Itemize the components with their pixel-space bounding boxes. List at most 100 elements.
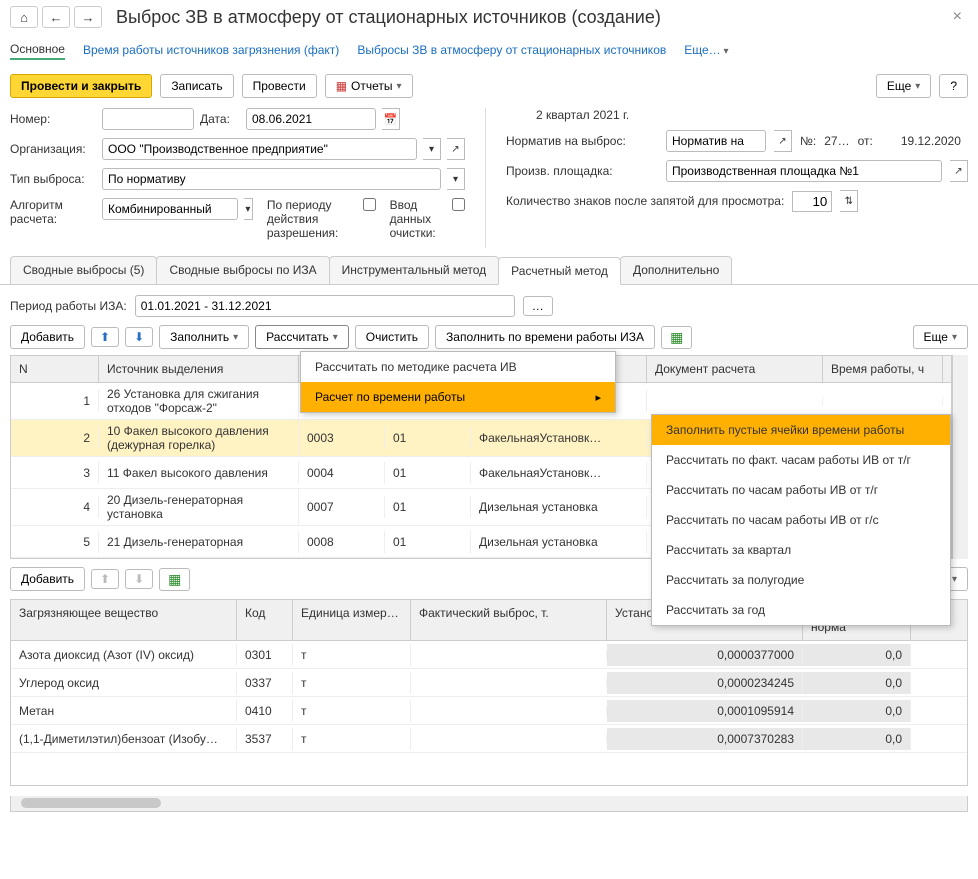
tab-additional[interactable]: Дополнительно xyxy=(620,256,732,284)
grid2-settings-button[interactable]: ▦ xyxy=(159,568,190,591)
fill-time-button[interactable]: Заполнить по времени работы ИЗА xyxy=(435,325,655,349)
norm-from: 19.12.2020 xyxy=(901,134,961,148)
period-picker-button[interactable]: … xyxy=(523,296,553,316)
tab-summary[interactable]: Сводные выбросы (5) xyxy=(10,256,157,284)
cell-src: 11 Факел высокого давления xyxy=(99,462,299,484)
table-row[interactable]: Углерод оксид0337т0,00002342450,0 xyxy=(11,669,967,697)
save-button[interactable]: Записать xyxy=(160,74,233,98)
tab-calc[interactable]: Расчетный метод xyxy=(498,257,621,285)
move-down-button[interactable]: ⬇ xyxy=(125,327,153,347)
g2h-unit[interactable]: Единица измер… xyxy=(293,600,411,640)
cell-code2: 01 xyxy=(385,462,471,484)
sub-by-fact-tg[interactable]: Рассчитать по факт. часам работы ИВ от т… xyxy=(652,445,950,475)
period-checkbox[interactable] xyxy=(363,198,376,211)
norm-input[interactable] xyxy=(666,130,766,152)
period-label: Период работы ИЗА: xyxy=(10,299,127,313)
gh-time[interactable]: Время работы, ч xyxy=(823,356,943,382)
cell-pdv: 0,0000377000 xyxy=(607,644,803,666)
cell-n: 3 xyxy=(11,462,99,484)
post-button[interactable]: Провести xyxy=(242,74,317,98)
subtab-work-time[interactable]: Время работы источников загрязнения (фак… xyxy=(83,41,339,59)
type-dropdown-icon[interactable]: ▾ xyxy=(447,168,465,190)
close-button[interactable]: × xyxy=(947,8,968,26)
quarter-text: 2 квартал 2021 г. xyxy=(536,108,629,122)
norm-open-icon[interactable]: ↗ xyxy=(774,130,792,152)
site-open-icon[interactable]: ↗ xyxy=(950,160,968,182)
table-row[interactable]: Азота диоксид (Азот (IV) оксид)0301т0,00… xyxy=(11,641,967,669)
post-close-button[interactable]: Провести и закрыть xyxy=(10,74,152,98)
sub-fill-empty[interactable]: Заполнить пустые ячейки времени работы xyxy=(652,415,950,445)
grid-more-button[interactable]: Еще xyxy=(913,325,968,349)
more-button[interactable]: Еще xyxy=(876,74,931,98)
dd-by-method[interactable]: Рассчитать по методике расчета ИВ xyxy=(301,352,615,382)
dd-by-time[interactable]: Расчет по времени работы xyxy=(301,382,615,412)
sub-by-quarter[interactable]: Рассчитать за квартал xyxy=(652,535,950,565)
cell-doc: Дизельная установка xyxy=(471,496,647,518)
cell-fact xyxy=(411,707,607,715)
gh-docr[interactable]: Документ расчета xyxy=(647,356,823,382)
back-button[interactable]: ← xyxy=(42,6,70,28)
cell-unit: т xyxy=(293,728,411,750)
grid-scrollbar[interactable] xyxy=(952,355,968,559)
reports-button[interactable]: ▦ Отчеты xyxy=(325,74,413,98)
forward-button[interactable]: → xyxy=(74,6,102,28)
site-input[interactable] xyxy=(666,160,942,182)
decimals-input[interactable] xyxy=(792,191,832,212)
cell-n: 1 xyxy=(11,390,99,412)
org-dropdown-icon[interactable]: ▾ xyxy=(423,138,441,160)
algo-dropdown-icon[interactable]: ▾ xyxy=(244,198,253,220)
table-row[interactable]: Метан0410т0,00010959140,0 xyxy=(11,697,967,725)
sub-by-hours-tg[interactable]: Рассчитать по часам работы ИВ от т/г xyxy=(652,475,950,505)
help-button[interactable]: ? xyxy=(939,74,968,98)
decimals-label: Количество знаков после запятой для прос… xyxy=(506,194,784,208)
page-title: Выброс ЗВ в атмосферу от стационарных ис… xyxy=(116,7,947,28)
algo-label: Алгоритм расчета: xyxy=(10,198,96,226)
home-button[interactable]: ⌂ xyxy=(10,6,38,28)
norm-no-label: №: xyxy=(800,134,816,148)
org-label: Организация: xyxy=(10,142,96,156)
manual-checkbox[interactable] xyxy=(452,198,465,211)
cell-n: 4 xyxy=(11,496,99,518)
gh-n[interactable]: N xyxy=(11,356,99,382)
number-input[interactable] xyxy=(102,108,194,130)
calculate-button[interactable]: Рассчитать xyxy=(255,325,349,349)
move-up-button[interactable]: ⬆ xyxy=(91,327,119,347)
move-down2-button[interactable]: ⬇ xyxy=(125,569,153,589)
norm-from-label: от: xyxy=(858,134,873,148)
decimals-spinner-icon[interactable]: ⇅ xyxy=(840,190,858,212)
type-input[interactable] xyxy=(102,168,441,190)
add-button[interactable]: Добавить xyxy=(10,325,85,349)
date-input[interactable] xyxy=(246,108,376,130)
add2-button[interactable]: Добавить xyxy=(10,567,85,591)
period-cb-label: По периоду действия разрешения: xyxy=(267,198,357,240)
period-input[interactable] xyxy=(135,295,515,317)
sub-by-year[interactable]: Рассчитать за год xyxy=(652,595,950,625)
move-up2-button[interactable]: ⬆ xyxy=(91,569,119,589)
sub-by-hours-gs[interactable]: Рассчитать по часам работы ИВ от г/с xyxy=(652,505,950,535)
clear-button[interactable]: Очистить xyxy=(355,325,429,349)
grid-settings-button[interactable]: ▦ xyxy=(661,326,692,349)
g2h-sub[interactable]: Загрязняющее вещество xyxy=(11,600,237,640)
tab-summary-iza[interactable]: Сводные выбросы по ИЗА xyxy=(156,256,329,284)
tab-instrumental[interactable]: Инструментальный метод xyxy=(329,256,500,284)
org-open-icon[interactable]: ↗ xyxy=(447,138,465,160)
cell-fact xyxy=(411,651,607,659)
date-picker-icon[interactable] xyxy=(382,108,400,130)
org-input[interactable] xyxy=(102,138,417,160)
time-submenu: Заполнить пустые ячейки времени работы Р… xyxy=(651,414,951,626)
subtab-emissions[interactable]: Выбросы ЗВ в атмосферу от стационарных и… xyxy=(357,41,666,59)
g2h-code[interactable]: Код xyxy=(237,600,293,640)
g2h-fact[interactable]: Фактический выброс, т. xyxy=(411,600,607,640)
sub-by-half[interactable]: Рассчитать за полугодие xyxy=(652,565,950,595)
cell-pdv: 0,0007370283 xyxy=(607,728,803,750)
horizontal-scrollbar[interactable] xyxy=(10,796,968,812)
algo-input[interactable] xyxy=(102,198,238,220)
cell-code: 0003 xyxy=(299,427,385,449)
cell-unit: т xyxy=(293,672,411,694)
table-row[interactable]: (1,1-Диметилэтил)бензоат (Изобу…3537т0,0… xyxy=(11,725,967,753)
gh-src[interactable]: Источник выделения xyxy=(99,356,299,382)
subtab-more[interactable]: Еще… xyxy=(684,41,728,59)
fill-button[interactable]: Заполнить xyxy=(159,325,249,349)
site-label: Произв. площадка: xyxy=(506,164,658,178)
subtab-main[interactable]: Основное xyxy=(10,40,65,60)
